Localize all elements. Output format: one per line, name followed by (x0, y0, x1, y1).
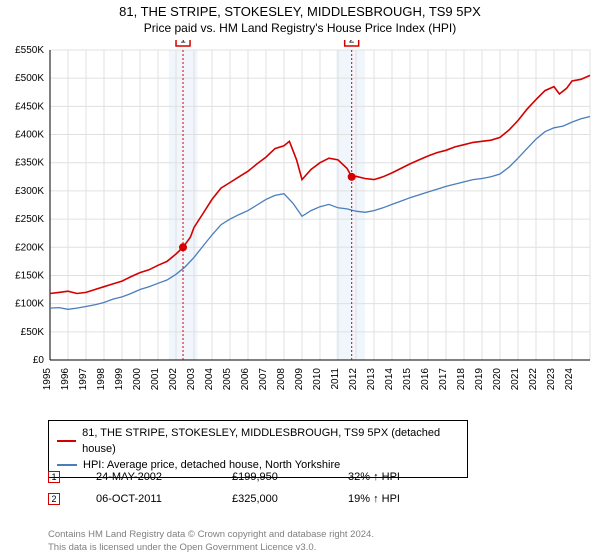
svg-text:2008: 2008 (276, 368, 287, 391)
event-pct-1: 32% ↑ HPI (348, 471, 448, 483)
svg-text:2003: 2003 (186, 368, 197, 391)
svg-text:£400K: £400K (15, 130, 44, 141)
svg-text:2013: 2013 (366, 368, 377, 391)
svg-text:£350K: £350K (15, 158, 44, 169)
svg-text:1999: 1999 (114, 368, 125, 391)
svg-text:2000: 2000 (132, 368, 143, 391)
title-address: 81, THE STRIPE, STOKESLEY, MIDDLESBROUGH… (0, 4, 600, 19)
svg-text:£250K: £250K (15, 214, 44, 225)
line-chart-svg: £0 £50K £100K £150K £200K £250K £300K £350K £400… (0, 40, 600, 410)
event-marker-1: 1 (48, 471, 60, 483)
svg-text:£0: £0 (33, 355, 45, 366)
svg-text:2021: 2021 (510, 368, 521, 391)
svg-text:1996: 1996 (60, 368, 71, 391)
svg-text:2012: 2012 (348, 368, 359, 391)
svg-text:£450K: £450K (15, 101, 44, 112)
svg-text:2006: 2006 (240, 368, 251, 391)
svg-text:£200K: £200K (15, 242, 44, 253)
footer-attribution: Contains HM Land Registry data © Crown c… (48, 528, 374, 554)
chart-container: 81, THE STRIPE, STOKESLEY, MIDDLESBROUGH… (0, 0, 600, 560)
svg-text:2001: 2001 (150, 368, 161, 391)
legend-label-property: 81, THE STRIPE, STOKESLEY, MIDDLESBROUGH… (82, 425, 459, 457)
svg-text:2014: 2014 (384, 368, 395, 391)
svg-text:2: 2 (349, 40, 355, 46)
event-date-1: 24-MAY-2002 (96, 471, 196, 483)
svg-text:1995: 1995 (42, 368, 53, 391)
svg-text:2023: 2023 (546, 368, 557, 391)
svg-text:2009: 2009 (294, 368, 305, 391)
title-subtitle: Price paid vs. HM Land Registry's House … (0, 21, 600, 35)
event-marker-2: 2 (48, 493, 60, 505)
svg-text:£550K: £550K (15, 45, 44, 56)
svg-text:2016: 2016 (420, 368, 431, 391)
svg-text:£150K: £150K (15, 270, 44, 281)
svg-text:2018: 2018 (456, 368, 467, 391)
events-table: 1 24-MAY-2002 £199,950 32% ↑ HPI 2 06-OC… (48, 466, 448, 510)
svg-text:£100K: £100K (15, 299, 44, 310)
svg-text:1998: 1998 (96, 368, 107, 391)
footer-line2: This data is licensed under the Open Gov… (48, 541, 374, 554)
svg-text:2017: 2017 (438, 368, 449, 391)
svg-text:2024: 2024 (564, 368, 575, 391)
svg-text:2019: 2019 (474, 368, 485, 391)
event-row-2: 2 06-OCT-2011 £325,000 19% ↑ HPI (48, 488, 448, 510)
svg-text:2020: 2020 (492, 368, 503, 391)
svg-text:2010: 2010 (312, 368, 323, 391)
svg-text:2007: 2007 (258, 368, 269, 391)
svg-text:£300K: £300K (15, 186, 44, 197)
svg-text:2015: 2015 (402, 368, 413, 391)
svg-text:2005: 2005 (222, 368, 233, 391)
event-row-1: 1 24-MAY-2002 £199,950 32% ↑ HPI (48, 466, 448, 488)
svg-text:2004: 2004 (204, 368, 215, 391)
svg-text:2002: 2002 (168, 368, 179, 391)
title-block: 81, THE STRIPE, STOKESLEY, MIDDLESBROUGH… (0, 0, 600, 35)
event-pct-2: 19% ↑ HPI (348, 493, 448, 505)
event-price-1: £199,950 (232, 471, 312, 483)
svg-text:1997: 1997 (78, 368, 89, 391)
event-price-2: £325,000 (232, 493, 312, 505)
svg-text:£500K: £500K (15, 73, 44, 84)
footer-line1: Contains HM Land Registry data © Crown c… (48, 528, 374, 541)
svg-text:1: 1 (180, 40, 186, 46)
svg-text:£50K: £50K (21, 327, 45, 338)
event-date-2: 06-OCT-2011 (96, 493, 196, 505)
svg-text:2022: 2022 (528, 368, 539, 391)
legend-item-property: 81, THE STRIPE, STOKESLEY, MIDDLESBROUGH… (57, 425, 459, 457)
svg-text:2011: 2011 (330, 368, 341, 390)
chart-area: £0 £50K £100K £150K £200K £250K £300K £350K £400… (0, 40, 600, 410)
legend-swatch-property (57, 440, 76, 442)
